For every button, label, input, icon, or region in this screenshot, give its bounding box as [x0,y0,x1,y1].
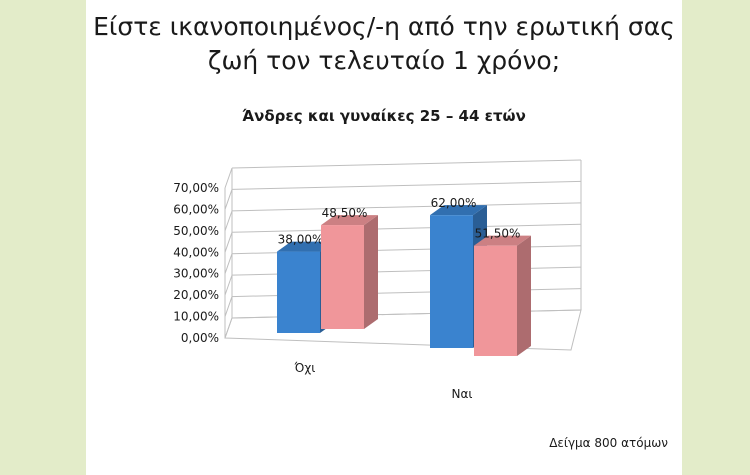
bar-side [517,235,531,356]
title-line-2: ζωή τον τελευταίο 1 χρόνο; [207,46,561,75]
chart-title: Είστε ικανοποιημένος/-η από την ερωτική … [86,10,682,78]
side-gridline [224,210,233,232]
gridline [231,180,582,190]
side-gridline [224,189,233,210]
side-gridline [224,274,233,296]
y-tick-label: 20,00% [173,288,219,302]
bar-top [430,205,487,216]
gridline [231,223,582,233]
side-gridline [224,253,233,274]
bar [321,225,364,329]
chart-subtitle: Άνδρες και γυναίκες 25 – 44 ετών [242,107,526,125]
data-label: 48,50% [322,206,368,220]
x-tick-label: Όχι [294,361,316,375]
title-line-1: Είστε ικανοποιημένος/-η από την ερωτική … [93,12,675,41]
bar [474,245,517,356]
y-tick-label: 50,00% [173,224,219,238]
side-gridline [224,167,233,189]
bar-top [474,235,531,246]
bar [430,215,473,348]
data-label: 38,00% [278,233,324,247]
side-gridline [224,296,233,317]
sample-size-note: Δείγμα 800 ατόμων [549,436,668,450]
y-tick-label: 60,00% [173,202,219,216]
x-tick-label: Ναι [452,387,473,401]
y-tick-label: 10,00% [173,310,219,324]
y-tick-label: 30,00% [173,267,219,281]
gridline [231,159,582,169]
y-tick-label: 70,00% [173,181,219,195]
bar-top [277,241,334,252]
gridline [231,202,582,212]
slide: Είστε ικανοποιημένος/-η από την ερωτική … [86,0,682,475]
data-label: 51,50% [475,227,521,241]
bar-top [321,215,378,226]
bar-side [364,215,378,329]
data-label: 62,00% [431,196,477,210]
bar [277,251,320,333]
y-tick-label: 0,00% [181,331,219,345]
y-tick-label: 40,00% [173,245,219,259]
side-gridline [224,232,233,253]
